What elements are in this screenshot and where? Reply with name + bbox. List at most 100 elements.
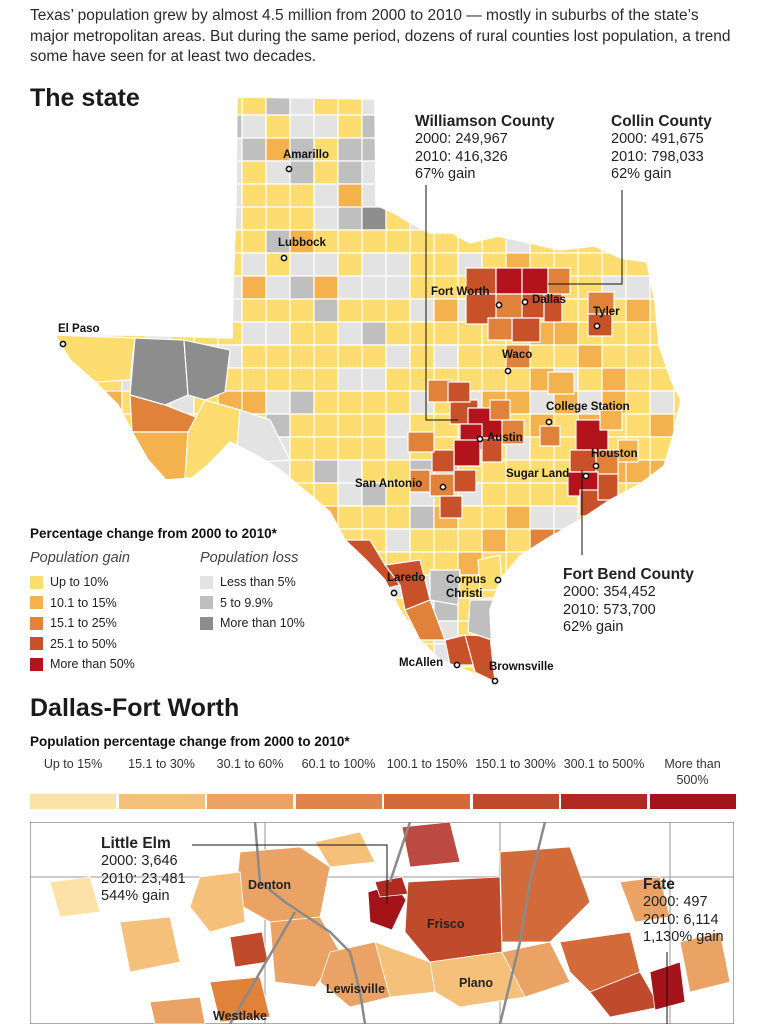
dfw-legend-swatch: [118, 794, 205, 809]
county: [481, 482, 507, 507]
county: [673, 183, 681, 208]
county: [601, 344, 627, 369]
county: [601, 97, 627, 116]
county: [673, 344, 681, 369]
county: [649, 97, 675, 116]
county: [241, 482, 267, 507]
county: [265, 206, 291, 231]
county: [241, 344, 267, 369]
county: [481, 206, 507, 231]
county: [673, 666, 681, 682]
county: [241, 390, 267, 415]
county: [73, 160, 99, 185]
county: [265, 390, 291, 415]
county: [97, 183, 123, 208]
county: [193, 183, 219, 208]
county: [73, 459, 99, 484]
county: [337, 160, 363, 185]
county: [625, 206, 651, 231]
legend-gain-column: Population gain Up to 10% 10.1 to 15% 15.1…: [30, 550, 200, 675]
label-lubbock: Lubbock: [278, 237, 326, 249]
callout-title: Collin County: [611, 113, 712, 130]
county: [361, 390, 387, 415]
county: [337, 436, 363, 461]
county: [529, 183, 555, 208]
county: [385, 666, 411, 682]
county: [361, 643, 387, 668]
county: [361, 97, 387, 116]
county: [505, 97, 531, 116]
county: [649, 321, 675, 346]
county: [145, 275, 171, 300]
county: [529, 620, 555, 645]
county: [217, 666, 243, 682]
county: [289, 321, 315, 346]
county: [97, 390, 123, 415]
county: [385, 620, 411, 645]
dfw-legend-label: 60.1 to 100%: [301, 757, 376, 771]
county: [289, 666, 315, 682]
county: [409, 97, 435, 116]
county: [529, 482, 555, 507]
label-brownsville: Brownsville: [489, 661, 554, 673]
county: [217, 229, 243, 254]
county: [169, 137, 195, 162]
county: [313, 413, 339, 438]
county: [313, 160, 339, 185]
county: [265, 666, 291, 682]
county: [409, 206, 435, 231]
dfw-legend-label: 300.1 to 500%: [563, 757, 645, 771]
county: [625, 252, 651, 277]
legend-gain-item: 10.1 to 15%: [30, 593, 200, 614]
county: [121, 160, 147, 185]
county: [337, 252, 363, 277]
county: [577, 137, 603, 162]
legend-swatch: [30, 616, 43, 630]
county: [649, 436, 675, 461]
county: [337, 321, 363, 346]
county: [241, 97, 267, 116]
label-austin: Austin: [487, 432, 523, 444]
county: [385, 390, 411, 415]
county: [289, 643, 315, 668]
county: [73, 436, 99, 461]
label-corpus-christi: Corpus Christi: [446, 574, 487, 600]
county: [313, 643, 339, 668]
county: [289, 160, 315, 185]
county: [217, 459, 243, 484]
label-dallas: Dallas: [532, 294, 566, 306]
county: [553, 97, 579, 116]
county: [361, 114, 387, 139]
county: [433, 97, 459, 116]
dfw-legend-item: 150.1 to 300%: [472, 756, 559, 809]
callout-2000: 2000: 497: [643, 893, 708, 910]
county: [97, 436, 123, 461]
county: [337, 137, 363, 162]
county: [313, 390, 339, 415]
county: [625, 97, 651, 116]
county: [73, 97, 99, 116]
county: [313, 436, 339, 461]
county: [313, 666, 339, 682]
county: [169, 97, 195, 116]
county: [577, 183, 603, 208]
county: [217, 206, 243, 231]
county: [241, 252, 267, 277]
county: [265, 643, 291, 668]
texas-outline: [53, 96, 682, 684]
county: [289, 436, 315, 461]
county: [121, 482, 147, 507]
legend-loss-item: Less than 5%: [200, 572, 370, 593]
county: [529, 551, 555, 576]
county: [409, 505, 435, 530]
county: [289, 183, 315, 208]
dfw-label-westlake: Westlake: [213, 1009, 267, 1023]
county: [121, 229, 147, 254]
county: [409, 183, 435, 208]
dfw-legend-label: Up to 15%: [43, 757, 103, 771]
county: [409, 666, 435, 682]
county: [625, 482, 651, 507]
label-houston: Houston: [591, 448, 638, 460]
county: [73, 183, 99, 208]
dfw-label-frisco: Frisco: [427, 917, 465, 931]
